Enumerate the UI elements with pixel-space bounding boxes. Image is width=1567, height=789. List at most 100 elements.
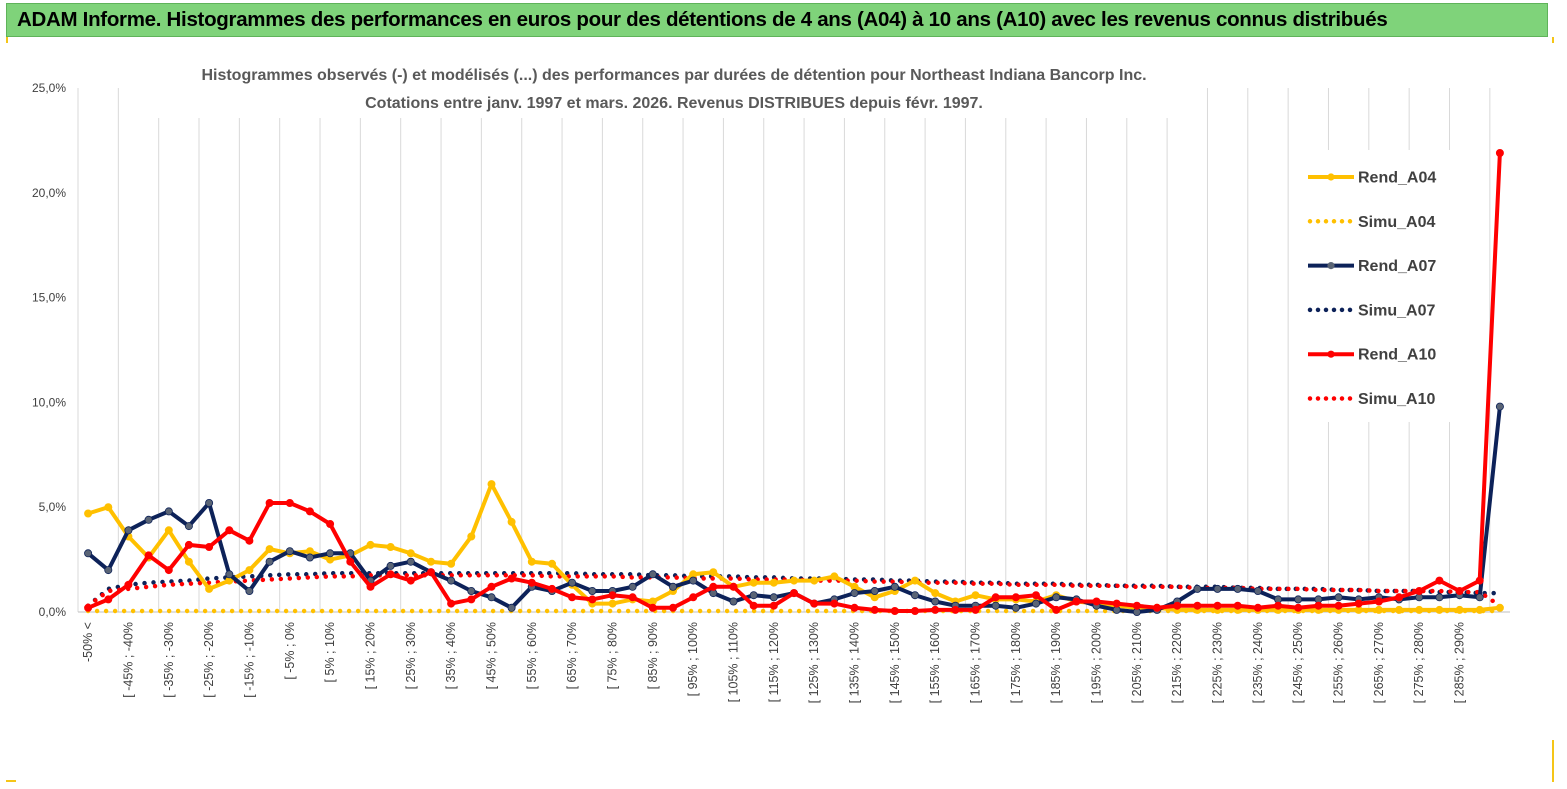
data-point (790, 576, 799, 585)
data-point (709, 568, 718, 577)
x-tick-label: [ 75% ; 80% (605, 622, 619, 689)
x-tick-label: [ 285% ; 290% (1453, 622, 1467, 703)
data-point (1415, 587, 1424, 596)
data-point (1032, 599, 1041, 608)
data-point (164, 566, 173, 575)
data-point (285, 547, 294, 556)
data-point (850, 589, 859, 598)
data-point (326, 549, 335, 558)
data-point (971, 605, 980, 614)
legend-marker (1327, 350, 1335, 358)
x-tick-label: [ 105% ; 110% (726, 622, 740, 702)
data-point (487, 480, 496, 489)
data-point (447, 576, 456, 585)
x-tick-label: [ 115% ; 120% (767, 622, 781, 702)
y-tick-label: 25,0% (32, 81, 66, 95)
data-point (1435, 576, 1444, 585)
data-point (729, 597, 738, 606)
data-point (951, 605, 960, 614)
data-point (1314, 601, 1323, 610)
legend-label: Simu_A10 (1358, 391, 1435, 408)
data-point (810, 599, 819, 608)
x-tick-label: [ 205% ; 210% (1130, 622, 1144, 703)
data-point (1495, 402, 1504, 411)
data-point (305, 553, 314, 562)
x-tick-label: [ 165% ; 170% (969, 622, 983, 703)
data-point (124, 580, 133, 589)
data-point (326, 520, 335, 529)
data-point (1395, 605, 1404, 614)
data-point (84, 603, 93, 612)
legend-label: Rend_A10 (1358, 347, 1436, 364)
data-point (144, 551, 153, 560)
data-point (305, 507, 314, 516)
data-point (1032, 591, 1041, 600)
legend-item-rend-a04: Rend_A04 (1308, 170, 1436, 187)
data-point (1435, 593, 1444, 602)
data-point (487, 593, 496, 602)
x-tick-label: [ 45% ; 50% (484, 622, 498, 689)
x-tick-label: [ 95% ; 100% (686, 622, 700, 696)
data-point (426, 557, 435, 566)
data-point (588, 595, 597, 604)
y-axis-ticks: 0,0% 5,0% 10,0% 15,0% 20,0% 25,0% (32, 81, 66, 619)
x-axis-ticks: -50% < [ -45% ; -40% [ -35% ; -30% [ -25% ;… (81, 622, 1466, 703)
data-point (830, 572, 839, 581)
data-point (104, 566, 113, 575)
legend-item-rend-a07: Rend_A07 (1308, 258, 1436, 275)
data-point (1294, 595, 1303, 604)
x-tick-label: [ 175% ; 180% (1009, 622, 1023, 703)
x-tick-label: [ 255% ; 260% (1332, 622, 1346, 703)
data-point (568, 593, 577, 602)
data-point (911, 607, 920, 616)
data-point (1233, 601, 1242, 610)
x-tick-label: [ 185% ; 190% (1049, 622, 1063, 703)
data-point (790, 589, 799, 598)
data-point (1052, 593, 1061, 602)
data-point (1132, 601, 1141, 610)
data-point (1011, 593, 1020, 602)
x-tick-label: [ -35% ; -30% (162, 622, 176, 698)
x-tick-label: [ 135% ; 140% (848, 622, 862, 703)
series-lines (84, 148, 1504, 617)
data-point (144, 515, 153, 524)
data-point (1011, 603, 1020, 612)
data-point (1173, 601, 1182, 610)
chart-subtitle: Cotations entre janv. 1997 et mars. 2026… (365, 95, 983, 112)
data-point (669, 603, 678, 612)
data-point (1334, 601, 1343, 610)
legend-label: Simu_A04 (1358, 214, 1435, 231)
data-point (608, 599, 617, 608)
data-point (84, 509, 93, 518)
data-point (830, 599, 839, 608)
legend-item-simu-a04: Simu_A04 (1307, 214, 1435, 231)
data-point (709, 582, 718, 591)
frame-left-line (6, 37, 8, 43)
data-point (467, 532, 476, 541)
data-point (84, 549, 93, 558)
data-point (870, 587, 879, 596)
x-tick-label: -50% < (81, 622, 95, 662)
data-point (527, 557, 536, 566)
data-point (265, 545, 274, 554)
data-point (467, 587, 476, 596)
series-rend-a10 (84, 148, 1504, 616)
data-point (245, 536, 254, 545)
data-point (749, 578, 758, 587)
data-point (285, 498, 294, 507)
x-tick-label: [ 155% ; 160% (928, 622, 942, 703)
y-tick-label: 10,0% (32, 395, 66, 409)
data-point (548, 584, 557, 593)
data-point (366, 540, 375, 549)
data-point (386, 561, 395, 570)
data-point (991, 601, 1000, 610)
x-tick-label: [ 195% ; 200% (1090, 622, 1104, 703)
data-point (1153, 603, 1162, 612)
x-tick-label: [ 25% ; 30% (404, 622, 418, 689)
x-tick-label: [ 235% ; 240% (1251, 622, 1265, 703)
legend-item-simu-a10: Simu_A10 (1307, 391, 1435, 408)
data-point (1092, 597, 1101, 606)
data-point (164, 526, 173, 535)
subtitle-background (150, 60, 1200, 118)
